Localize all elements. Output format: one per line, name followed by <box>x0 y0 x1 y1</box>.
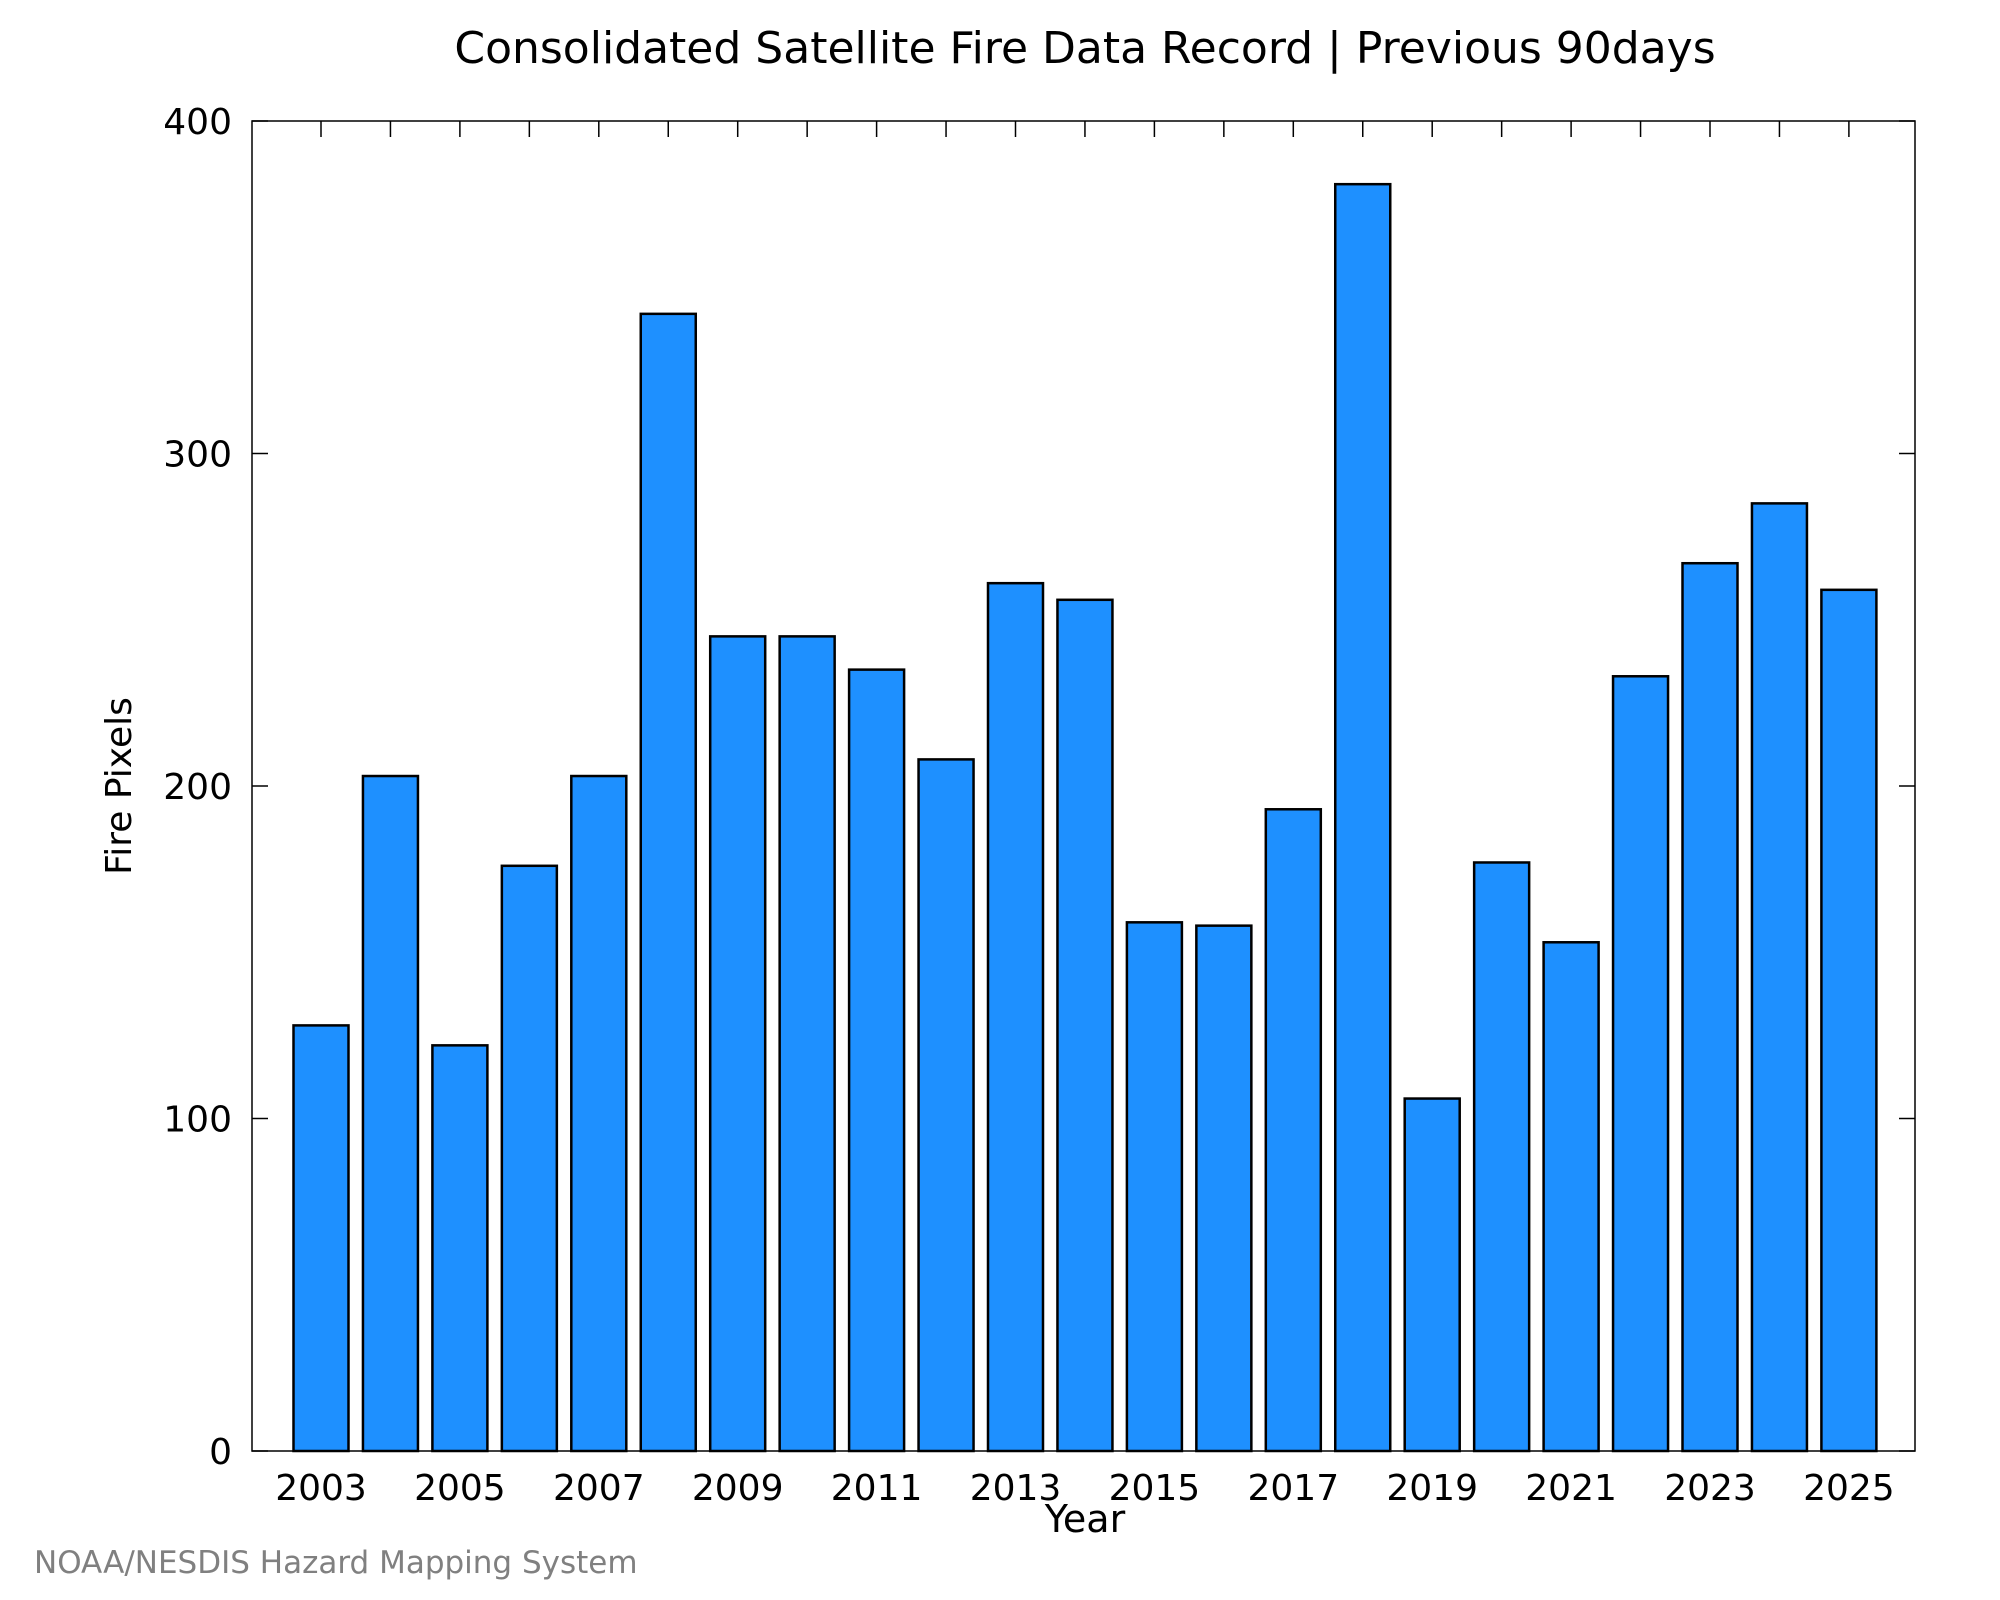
bar-2011 <box>847 668 906 1453</box>
bar-2017 <box>1264 808 1323 1453</box>
bars <box>292 182 1878 1453</box>
bar-2006 <box>500 864 559 1453</box>
y-tick-label: 100 <box>163 1100 232 1141</box>
x-tick-label: 2011 <box>831 1468 923 1509</box>
y-tick-label: 0 <box>209 1432 232 1473</box>
bar-2005 <box>431 1044 489 1453</box>
bar-2019 <box>1403 1097 1461 1453</box>
bar-2025 <box>1820 588 1878 1453</box>
bar-2008 <box>639 312 697 1453</box>
bar-2007 <box>570 774 628 1453</box>
bar-2016 <box>1195 924 1253 1453</box>
bar-2009 <box>708 635 767 1453</box>
bar-2012 <box>917 758 975 1453</box>
y-axis-label: Fire Pixels <box>99 697 140 875</box>
x-tick-label: 2023 <box>1664 1468 1756 1509</box>
bar-2004 <box>361 774 420 1453</box>
x-tick-label: 2007 <box>553 1468 645 1509</box>
x-tick-label: 2017 <box>1247 1468 1339 1509</box>
y-tick-label: 400 <box>163 102 232 143</box>
y-axis: 0 100 200 300 400 <box>163 102 1915 1473</box>
bar-2021 <box>1542 941 1600 1453</box>
bar-2018 <box>1334 182 1392 1453</box>
bar-2024 <box>1750 502 1809 1453</box>
bar-2013 <box>986 581 1045 1453</box>
bar-2023 <box>1681 561 1739 1453</box>
x-tick-label: 2025 <box>1803 1468 1895 1509</box>
x-tick-label: 2009 <box>692 1468 784 1509</box>
y-tick-label: 200 <box>163 767 232 808</box>
bar-2022 <box>1611 675 1670 1453</box>
bar-2003 <box>292 1024 350 1453</box>
x-tick-label: 2013 <box>970 1468 1062 1509</box>
x-tick-label: 2015 <box>1109 1468 1201 1509</box>
x-tick-label: 2021 <box>1525 1468 1617 1509</box>
x-axis: 2003 2005 2007 2009 2011 2013 2015 2017 2019 2021… <box>275 121 1895 1509</box>
x-axis-label: Year <box>1044 1497 1126 1541</box>
x-tick-label: 2005 <box>414 1468 506 1509</box>
y-tick-label: 300 <box>163 435 232 476</box>
bar-2014 <box>1056 598 1114 1453</box>
x-tick-label: 2019 <box>1386 1468 1478 1509</box>
credit-text: NOAA/NESDIS Hazard Mapping System <box>34 1545 638 1581</box>
bar-2015 <box>1125 921 1184 1453</box>
bar-2020 <box>1472 861 1531 1453</box>
chart-title: Consolidated Satellite Fire Data Record … <box>454 23 1715 74</box>
x-tick-label: 2003 <box>275 1468 367 1509</box>
bar-2010 <box>778 635 836 1453</box>
